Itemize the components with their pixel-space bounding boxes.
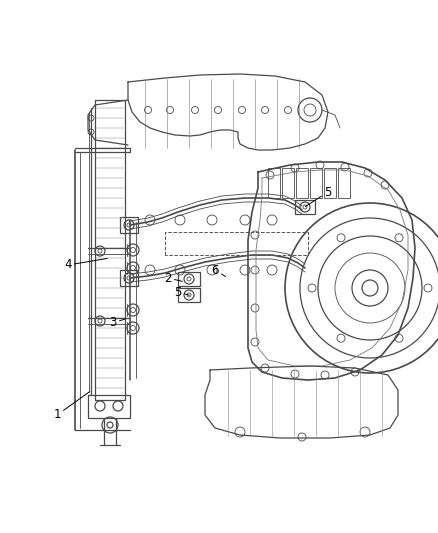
Text: 4: 4 [64, 259, 107, 271]
Bar [310, 168, 322, 198]
Text: 5: 5 [174, 286, 189, 298]
Bar [120, 270, 138, 286]
Bar [295, 200, 315, 214]
Bar [268, 168, 280, 198]
Text: 5: 5 [305, 185, 332, 206]
Bar [178, 288, 200, 302]
Text: 2: 2 [164, 271, 182, 285]
Bar [178, 272, 200, 286]
Bar [338, 168, 350, 198]
Text: 3: 3 [110, 317, 125, 329]
Bar [120, 217, 138, 233]
Text: 6: 6 [211, 263, 226, 277]
Bar [282, 168, 294, 198]
Bar [324, 168, 336, 198]
Text: 1: 1 [53, 392, 90, 422]
Bar [296, 168, 308, 198]
